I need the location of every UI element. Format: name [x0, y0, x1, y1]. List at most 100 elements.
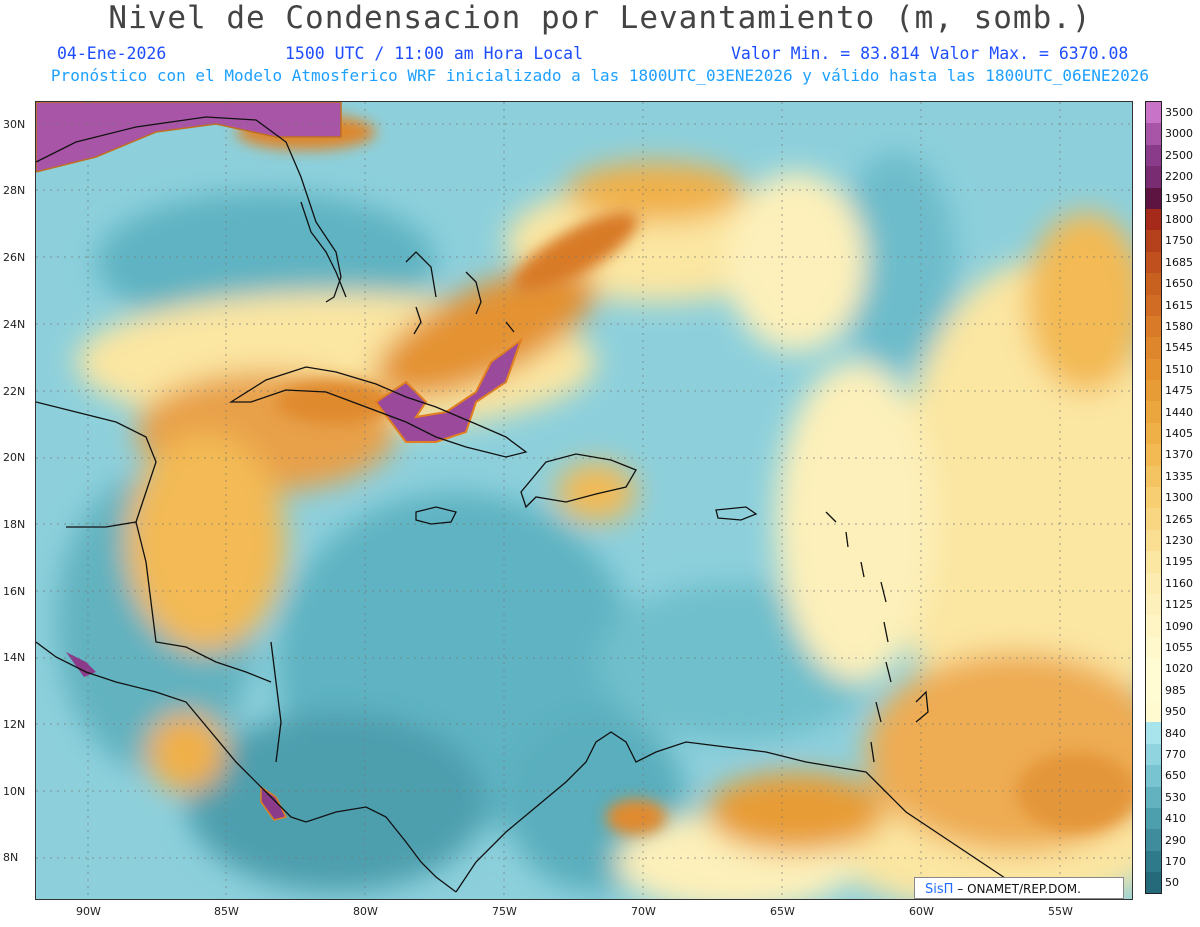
colorbar-swatch: [1146, 273, 1161, 295]
lon-label: 60W: [909, 905, 934, 918]
colorbar-level-label: 1055: [1165, 641, 1193, 654]
colorbar-swatch: [1146, 807, 1161, 830]
lat-label: 28N: [3, 184, 26, 197]
colorbar-swatch: [1146, 401, 1161, 423]
forecast-map: [35, 101, 1133, 900]
lon-label: 70W: [631, 905, 656, 918]
colorbar-swatch: [1146, 144, 1161, 167]
colorbar-level-label: 1750: [1165, 234, 1193, 248]
min-max-label: Valor Min. = 83.814 Valor Max. = 6370.08: [731, 44, 1129, 63]
colorbar-swatch: [1146, 743, 1161, 766]
colorbar-level-label: 1300: [1165, 491, 1193, 505]
colorbar-swatch: [1146, 166, 1161, 188]
colorbar-swatch: [1146, 765, 1161, 787]
colorbar-swatch: [1146, 593, 1161, 616]
colorbar-level-label: 1475: [1165, 384, 1193, 398]
colorbar-swatch: [1146, 508, 1161, 530]
colorbar-level-label: 1195: [1165, 555, 1193, 569]
lat-label: 18N: [3, 518, 26, 531]
colorbar-level-label: 3500: [1165, 106, 1193, 119]
colorbar-level-label: 1650: [1165, 277, 1193, 291]
colorbar-level-label: 3000: [1165, 127, 1193, 141]
lon-label: 55W: [1048, 905, 1073, 918]
colorbar-swatch: [1146, 700, 1161, 723]
colorbar-level-label: 1370: [1165, 448, 1193, 462]
colorbar-level-label: 2200: [1165, 170, 1193, 184]
colorbar-swatch: [1146, 722, 1161, 744]
colorbar-swatch: [1146, 444, 1161, 466]
lcl-field-map: [36, 102, 1132, 899]
colorbar: [1145, 101, 1162, 895]
colorbar-swatch: [1146, 358, 1161, 381]
lat-label: 20N: [3, 451, 26, 464]
colorbar-swatch: [1146, 829, 1161, 851]
lat-label: 30N: [3, 118, 26, 131]
colorbar-level-label: 770: [1165, 748, 1186, 761]
colorbar-swatch: [1146, 294, 1161, 316]
colorbar-swatch: [1146, 123, 1161, 145]
colorbar-level-label: 1090: [1165, 619, 1193, 633]
colorbar-level-label: 950: [1165, 705, 1186, 719]
colorbar-level-label: 840: [1165, 726, 1186, 740]
colorbar-swatch: [1146, 315, 1161, 338]
lat-label: 16N: [3, 585, 26, 598]
colorbar-level-label: 1335: [1165, 469, 1193, 483]
colorbar-swatch: [1146, 572, 1161, 594]
colorbar-level-label: 1685: [1165, 255, 1193, 269]
colorbar-swatch: [1146, 658, 1161, 680]
colorbar-level-label: 1230: [1165, 534, 1193, 547]
colorbar-level-label: 985: [1165, 683, 1186, 697]
colorbar-swatch: [1146, 380, 1161, 402]
colorbar-level-label: 290: [1165, 833, 1186, 847]
credit-box: SisΠ – ONAMET/REP.DOM.: [914, 877, 1124, 899]
lat-label: 12N: [3, 718, 26, 731]
colorbar-level-label: 1160: [1165, 576, 1193, 590]
colorbar-level-label: 1440: [1165, 405, 1193, 419]
colorbar-swatch: [1146, 337, 1161, 359]
colorbar-swatch: [1146, 102, 1161, 124]
colorbar-swatch: [1146, 251, 1161, 274]
colorbar-swatch: [1146, 636, 1161, 659]
colorbar-level-label: 650: [1165, 769, 1186, 783]
lon-label: 90W: [76, 905, 101, 918]
lon-label: 85W: [214, 905, 239, 918]
lat-label: 26N: [3, 251, 26, 264]
colorbar-level-label: 1265: [1165, 512, 1193, 526]
colorbar-level-label: 1405: [1165, 427, 1193, 440]
colorbar-level-label: 2500: [1165, 148, 1193, 162]
lat-label: 8N: [3, 851, 19, 864]
colorbar-swatch: [1146, 208, 1161, 231]
colorbar-swatch: [1146, 850, 1161, 873]
lat-label: 14N: [3, 651, 26, 664]
colorbar-swatch: [1146, 551, 1161, 573]
colorbar-level-label: 1950: [1165, 191, 1193, 205]
colorbar-level-label: 1020: [1165, 662, 1193, 676]
time-label: 1500 UTC / 11:00 am Hora Local: [285, 44, 584, 63]
lat-label: 22N: [3, 385, 26, 398]
colorbar-level-label: 410: [1165, 812, 1186, 826]
chart-title: Nivel de Condensacion por Levantamiento …: [108, 0, 1092, 36]
colorbar-swatch: [1146, 422, 1161, 445]
credit-text: – ONAMET/REP.DOM.: [957, 882, 1081, 896]
date-label: 04-Ene-2026: [57, 44, 167, 63]
sispi-logo: SisΠ: [925, 882, 954, 897]
colorbar-level-label: 1800: [1165, 213, 1193, 226]
colorbar-swatch: [1146, 529, 1161, 552]
colorbar-swatch: [1146, 230, 1161, 252]
lon-label: 80W: [353, 905, 378, 918]
lat-label: 24N: [3, 318, 26, 331]
colorbar-swatch: [1146, 872, 1161, 894]
lon-label: 75W: [492, 905, 517, 918]
colorbar-swatch: [1146, 465, 1161, 488]
colorbar-swatch: [1146, 487, 1161, 509]
colorbar-level-label: 1545: [1165, 341, 1193, 355]
colorbar-level-label: 530: [1165, 790, 1186, 804]
colorbar-level-label: 1615: [1165, 298, 1193, 312]
colorbar-swatch: [1146, 786, 1161, 808]
colorbar-swatch: [1146, 615, 1161, 637]
colorbar-level-label: 50: [1165, 876, 1179, 890]
colorbar-level-label: 1580: [1165, 320, 1193, 333]
colorbar-swatch: [1146, 679, 1161, 701]
model-info-label: Pronóstico con el Modelo Atmosferico WRF…: [50, 66, 1150, 85]
colorbar-swatch: [1146, 187, 1161, 209]
